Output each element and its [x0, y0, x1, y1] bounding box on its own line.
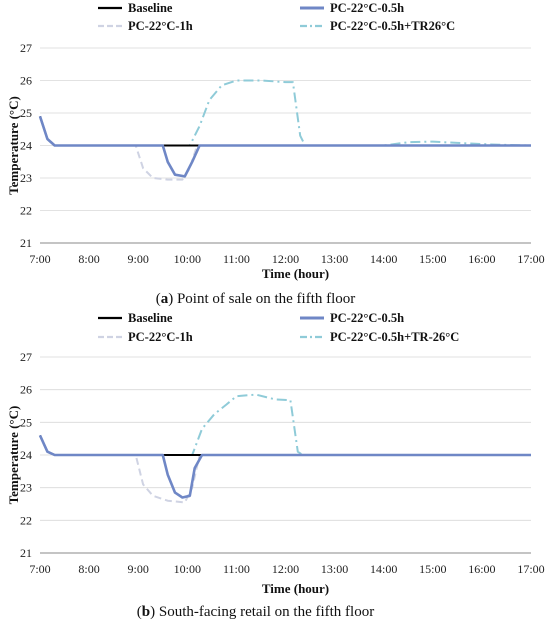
x-tick-label: 9:00: [128, 562, 149, 576]
series-line-pc-22-c-0-5h: [38, 434, 531, 499]
x-tick-label: 8:00: [78, 562, 99, 576]
x-tick-label: 12:00: [272, 252, 299, 266]
chart-south-facing-retail: 21 22 23 24 25 26 27 7:00 8:00 9:00 10:00 11:00 12:0…: [6, 311, 545, 620]
x-axis-title: Time (hour): [262, 266, 329, 281]
y-tick-label: 25: [20, 415, 32, 429]
y-tick-label: 21: [20, 546, 32, 560]
x-tick-label: 16:00: [468, 252, 495, 266]
series-line-pc-22-c-0-5h-tr-26-c: [39, 393, 531, 456]
caption-text: Point of sale on the fifth floor: [177, 291, 355, 307]
x-tick-label: 12:00: [272, 562, 299, 576]
y-tick-label: 27: [20, 41, 32, 55]
y-tick-label: 24: [20, 448, 32, 462]
caption: (a) Point of sale on the fifth floor: [156, 291, 356, 307]
x-tick-label: 10:00: [174, 562, 201, 576]
y-tick-label: 22: [20, 513, 32, 527]
y-tick-label: 24: [20, 139, 32, 153]
y-axis-title: Temperature (°C): [6, 406, 21, 505]
series-line-baseline: [39, 115, 531, 147]
series-line-pc-22-c-1h: [39, 434, 531, 504]
x-tick-label: 9:00: [128, 252, 149, 266]
legend-label-pc-22-c-0-5h-tr26-c: PC-22°C-0.5h+TR26°C: [330, 19, 455, 33]
x-tick-label: 13:00: [321, 252, 348, 266]
caption-text: South-facing retail on the fifth floor: [159, 604, 374, 620]
legend-label-baseline: Baseline: [128, 311, 173, 325]
legend-label-pc-22-c-1h: PC-22°C-1h: [128, 19, 193, 33]
x-tick-label: 7:00: [29, 252, 50, 266]
legend-label-pc-22-c-0-5h: PC-22°C-0.5h: [330, 311, 404, 325]
caption-paren-close: ): [150, 604, 159, 620]
x-tick-label: 11:00: [223, 252, 250, 266]
caption: (b) South-facing retail on the fifth flo…: [137, 604, 374, 620]
legend-label-pc-22-c-0-5h-tr-26-c: PC-22°C-0.5h+TR-26°C: [330, 330, 459, 344]
y-tick-label: 21: [20, 236, 32, 250]
x-tick-label: 15:00: [419, 562, 446, 576]
legend-label-pc-22-c-0-5h: PC-22°C-0.5h: [330, 1, 404, 15]
x-tick-label: 16:00: [468, 562, 495, 576]
series-line-pc-22-c-1h: [39, 115, 531, 181]
series-line-baseline: [39, 434, 531, 456]
x-tick-label: 17:00: [517, 252, 544, 266]
y-tick-label: 26: [20, 74, 32, 88]
x-tick-label: 13:00: [321, 562, 348, 576]
x-tick-label: 11:00: [223, 562, 250, 576]
y-tick-label: 22: [20, 204, 32, 218]
y-axis-title: Temperature (°C): [6, 96, 21, 195]
x-tick-label: 17:00: [517, 562, 544, 576]
series-line-pc-22-c-0-5h: [38, 115, 531, 178]
y-tick-label: 23: [20, 481, 32, 495]
x-tick-label: 14:00: [370, 562, 397, 576]
caption-letter: b: [142, 604, 150, 620]
caption-paren-close: ): [168, 291, 177, 307]
y-tick-label: 27: [20, 350, 32, 364]
caption-letter: a: [161, 291, 169, 307]
caption-paren-open: (: [156, 291, 161, 307]
x-tick-label: 7:00: [29, 562, 50, 576]
y-tick-label: 26: [20, 383, 32, 397]
legend-label-pc-22-c-1h: PC-22°C-1h: [128, 330, 193, 344]
legend-label-baseline: Baseline: [128, 1, 173, 15]
chart-point-of-sale: 21 22 23 24 25 26 27 7:00 8:00 9:00 10:00 11:00 12:0…: [6, 1, 545, 307]
x-tick-label: 8:00: [78, 252, 99, 266]
y-tick-label: 23: [20, 171, 32, 185]
x-tick-label: 10:00: [174, 252, 201, 266]
caption-paren-open: (: [137, 604, 142, 620]
x-tick-label: 14:00: [370, 252, 397, 266]
y-tick-label: 25: [20, 106, 32, 120]
x-tick-label: 15:00: [419, 252, 446, 266]
x-axis-title: Time (hour): [262, 581, 329, 596]
